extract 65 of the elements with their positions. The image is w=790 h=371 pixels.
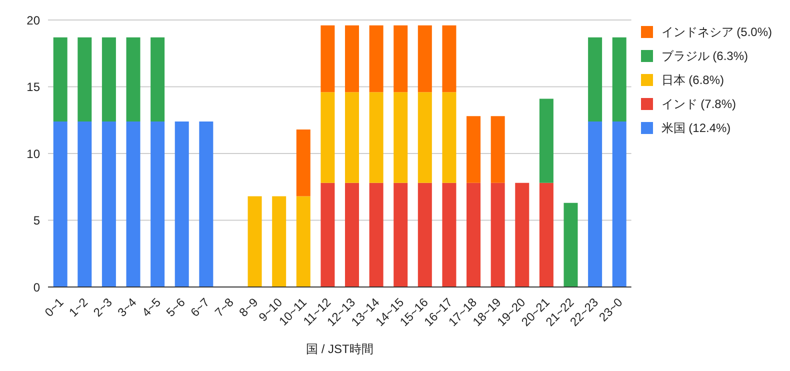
bar: [78, 121, 92, 287]
bar: [490, 116, 505, 183]
legend-label: 米国 (12.4%): [661, 120, 731, 136]
bar: [272, 196, 286, 287]
bar: [174, 121, 189, 287]
bar: [320, 25, 335, 92]
bar: [490, 182, 505, 287]
legend-label: ブラジル (6.3%): [661, 48, 748, 64]
bar: [150, 37, 165, 122]
x-tick-label: 7~8: [212, 294, 237, 320]
bar: [588, 37, 602, 122]
x-tick-label: 5~6: [164, 294, 188, 320]
bar: [369, 92, 384, 183]
legend-label: インド (7.8%): [661, 96, 736, 112]
x-tick-label: 2~3: [90, 294, 116, 320]
bar: [345, 25, 360, 92]
bar: [466, 182, 481, 287]
x-tick-label: 0~1: [42, 294, 66, 320]
bar: [418, 182, 432, 287]
bar: [394, 182, 408, 287]
bar: [78, 37, 92, 122]
bar: [248, 196, 262, 287]
x-tick-label: 3~4: [114, 294, 140, 320]
bar: [320, 92, 335, 183]
bar: [612, 121, 626, 287]
bar: [539, 98, 554, 183]
x-tick-label: 6~7: [188, 294, 212, 320]
bar: [588, 121, 602, 287]
y-tick-label: 20: [26, 13, 40, 28]
legend-label: インドネシア (5.0%): [661, 24, 772, 40]
y-tick-label: 0: [33, 280, 40, 294]
bar: [150, 121, 165, 287]
bar: [612, 37, 626, 122]
bar: [320, 182, 335, 287]
bar: [564, 202, 578, 287]
y-tick-label: 5: [33, 214, 40, 228]
bar: [418, 92, 432, 183]
bar: [369, 25, 384, 92]
bar: [53, 121, 68, 287]
bar: [442, 92, 456, 183]
bar: [466, 116, 481, 183]
x-tick-label: 1~2: [66, 294, 91, 320]
bar: [345, 92, 360, 183]
bar: [418, 25, 432, 92]
bar: [296, 129, 310, 196]
legend-label: 日本 (6.8%): [661, 72, 724, 88]
bar: [53, 37, 68, 122]
bar: [442, 25, 456, 92]
bar: [126, 121, 140, 287]
bar: [442, 182, 456, 287]
bar: [369, 182, 384, 287]
bar: [345, 182, 360, 287]
bar: [296, 196, 310, 287]
bar: [102, 37, 116, 122]
y-tick-label: 15: [26, 80, 40, 94]
bar: [539, 182, 554, 287]
bar: [394, 25, 408, 92]
bar: [126, 37, 140, 122]
bar: [515, 182, 530, 287]
bar: [102, 121, 116, 287]
bar: [199, 121, 214, 287]
x-axis-title: 国 / JST時間: [306, 342, 374, 356]
y-tick-label: 10: [26, 146, 40, 161]
bar: [394, 92, 408, 183]
x-tick-label: 4~5: [139, 294, 164, 320]
